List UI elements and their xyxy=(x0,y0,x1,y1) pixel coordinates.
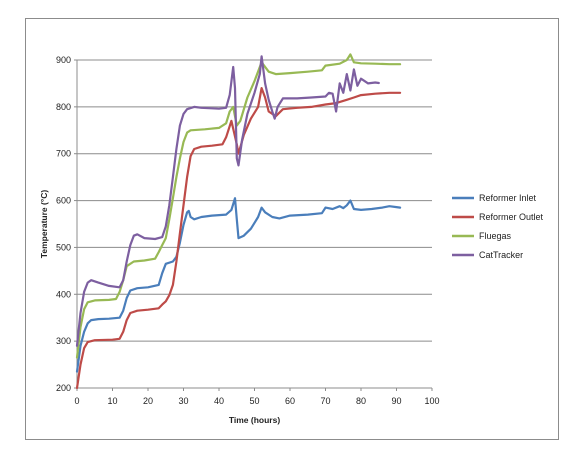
y-tick-label: 900 xyxy=(56,55,71,65)
y-axis: 200 300 400 500 600 700 800 900 xyxy=(56,55,77,393)
series-line-cattracker xyxy=(75,55,380,347)
x-tick-label: 30 xyxy=(178,396,188,406)
legend-label: Reformer Inlet xyxy=(479,193,537,203)
y-tick-label: 400 xyxy=(56,289,71,299)
x-tick-label: 40 xyxy=(214,396,224,406)
y-tick-label: 500 xyxy=(56,242,71,252)
y-tick-label: 200 xyxy=(56,383,71,393)
series-lines xyxy=(75,53,402,390)
x-tick-label: 70 xyxy=(320,396,330,406)
x-tick-label: 0 xyxy=(74,396,79,406)
x-axis: 0 10 20 30 40 50 60 70 80 90 100 xyxy=(74,388,440,406)
legend: Reformer Inlet Reformer Outlet Fluegas CatT… xyxy=(452,193,544,260)
x-tick-label: 90 xyxy=(391,396,401,406)
x-tick-label: 80 xyxy=(356,396,366,406)
x-tick-label: 10 xyxy=(107,396,117,406)
series-line-reformer-inlet xyxy=(75,197,402,373)
x-axis-label: Time (hours) xyxy=(229,415,280,425)
series-line-reformer-outlet xyxy=(75,87,402,390)
x-tick-label: 100 xyxy=(424,396,439,406)
chart-frame xyxy=(25,18,559,440)
x-tick-label: 60 xyxy=(285,396,295,406)
y-tick-label: 800 xyxy=(56,102,71,112)
x-tick-label: 20 xyxy=(143,396,153,406)
y-tick-label: 700 xyxy=(56,149,71,159)
legend-label: Reformer Outlet xyxy=(479,212,544,222)
y-tick-label: 600 xyxy=(56,196,71,206)
y-axis-label: Temperature (°C) xyxy=(39,190,49,259)
legend-label: CatTracker xyxy=(479,250,523,260)
legend-label: Fluegas xyxy=(479,231,512,241)
y-tick-label: 300 xyxy=(56,336,71,346)
x-tick-label: 50 xyxy=(249,396,259,406)
